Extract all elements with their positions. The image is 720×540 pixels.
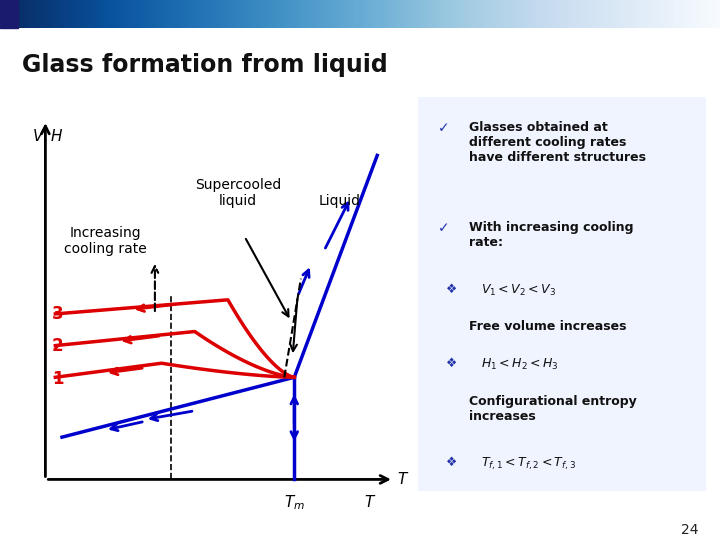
Text: $T$: $T$ [364,494,377,510]
Text: Increasing
cooling rate: Increasing cooling rate [64,226,146,256]
Text: 3: 3 [52,305,63,323]
Text: $T_m$: $T_m$ [284,494,305,512]
Text: $T_{f,1} < T_{f,2} < T_{f,3}$: $T_{f,1} < T_{f,2} < T_{f,3}$ [481,456,576,472]
Text: $T$: $T$ [397,471,410,488]
Text: ❖: ❖ [446,282,458,295]
Text: ❖: ❖ [446,456,458,469]
Text: With increasing cooling
rate:: With increasing cooling rate: [469,221,634,249]
Text: 1: 1 [52,370,63,388]
Text: Liquid: Liquid [319,194,361,208]
Text: 24: 24 [681,523,698,537]
Text: ❖: ❖ [446,357,458,370]
Text: Configurational entropy
increases: Configurational entropy increases [469,395,637,423]
Text: $V_1 < V_2 < V_3$: $V_1 < V_2 < V_3$ [481,282,556,298]
Text: Supercooled
liquid: Supercooled liquid [194,178,281,208]
Text: Free volume increases: Free volume increases [469,320,627,333]
Text: Glasses obtained at
different cooling rates
have different structures: Glasses obtained at different cooling ra… [469,121,647,164]
FancyBboxPatch shape [412,85,711,503]
Text: Glass formation from liquid: Glass formation from liquid [22,53,387,77]
Text: 2: 2 [52,336,63,355]
Text: $V, H$: $V, H$ [32,127,63,145]
Text: ✓: ✓ [438,121,449,135]
Text: ✓: ✓ [438,221,449,235]
Text: $H_1 < H_2 < H_3$: $H_1 < H_2 < H_3$ [481,357,559,373]
Bar [0,0,18,28]
